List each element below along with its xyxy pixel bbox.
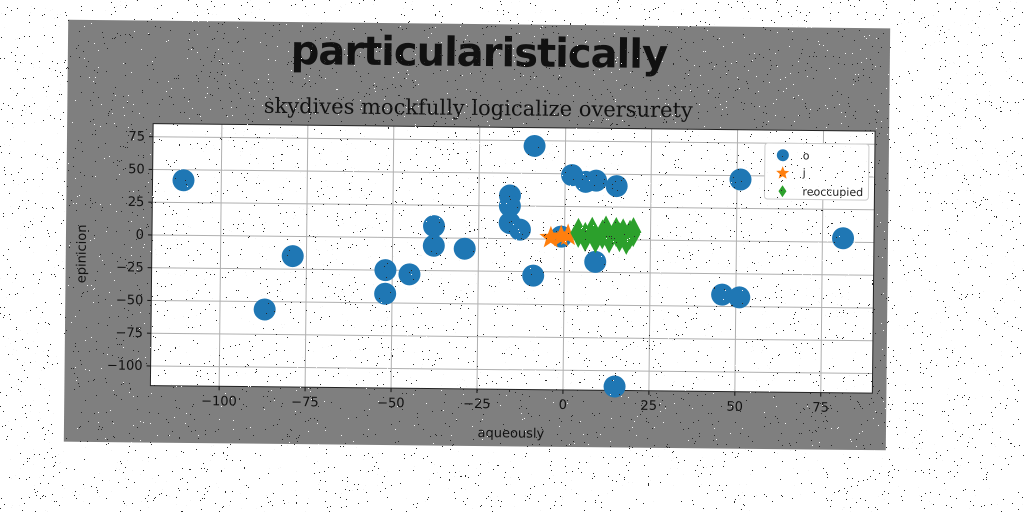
legend-label-o: o	[803, 149, 810, 162]
x-tick-label: 25	[640, 399, 657, 414]
x-tick-label: 50	[726, 400, 743, 415]
legend-label-reoccupied: reoccupied	[802, 185, 863, 199]
y-tick-label: −50	[116, 293, 144, 308]
scatter-plot: −100 −75 −50 −25 0 25 50 75 75 50 25 0 −25 −50 −75 −100…	[74, 123, 876, 442]
y-tick-label: 75	[128, 129, 145, 144]
y-axis-label: epinicion	[74, 224, 90, 283]
y-tick-label: 0	[136, 228, 144, 243]
y-tick-label: 25	[128, 195, 145, 210]
y-tick-label: −100	[107, 358, 143, 373]
x-tick-label: −25	[463, 397, 491, 412]
x-tick-label: 0	[559, 398, 567, 413]
y-tick-label: 50	[128, 162, 145, 177]
chart-card: particularistically skydives mockfully l…	[63, 19, 891, 451]
x-tick-label: −100	[201, 394, 237, 409]
legend-label-j: j	[802, 166, 806, 179]
legend: o j reoccupied	[763, 142, 870, 201]
x-tick-label: 75	[812, 401, 829, 416]
x-tick-label: −75	[291, 395, 319, 410]
y-tick-label: −25	[116, 260, 144, 275]
x-tick-label: −50	[377, 396, 405, 411]
y-tick-label: −75	[115, 326, 143, 341]
x-axis-label: aqueously	[477, 426, 544, 442]
